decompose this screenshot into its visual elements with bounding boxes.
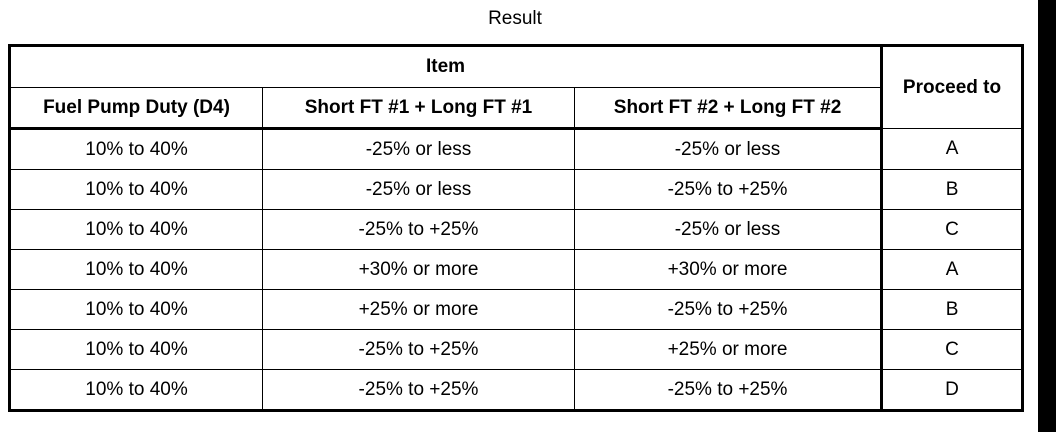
ft2-cell: -25% to +25% bbox=[573, 369, 883, 411]
table-row: 10% to 40% -25% or less -25% or less A bbox=[9, 128, 1024, 170]
table-row: 10% to 40% -25% to +25% -25% to +25% D bbox=[9, 369, 1024, 411]
fuel-pump-duty-cell: 10% to 40% bbox=[9, 369, 263, 411]
proceed-to-cell: B bbox=[880, 169, 1024, 210]
table-row: 10% to 40% -25% to +25% +25% or more C bbox=[9, 329, 1024, 370]
fuel-pump-duty-cell: 10% to 40% bbox=[9, 329, 263, 370]
header-row-columns: Fuel Pump Duty (D4) Short FT #1 + Long F… bbox=[9, 87, 1023, 130]
item-group-header: Item bbox=[8, 45, 883, 88]
table-row: 10% to 40% -25% to +25% -25% or less C bbox=[9, 209, 1024, 250]
ft1-cell: +30% or more bbox=[262, 249, 575, 290]
short-long-ft2-header: Short FT #2 + Long FT #2 bbox=[573, 87, 883, 130]
ft1-cell: -25% to +25% bbox=[262, 209, 575, 250]
ft2-cell: +30% or more bbox=[573, 249, 883, 290]
ft2-cell: -25% or less bbox=[573, 209, 883, 250]
table-row: 10% to 40% +30% or more +30% or more A bbox=[9, 249, 1024, 290]
proceed-to-cell: A bbox=[880, 249, 1024, 290]
proceed-to-cell: B bbox=[880, 289, 1024, 330]
table-row: 10% to 40% +25% or more -25% to +25% B bbox=[9, 289, 1024, 330]
proceed-to-cell: C bbox=[880, 209, 1024, 250]
proceed-to-cell: C bbox=[880, 329, 1024, 370]
ft1-cell: -25% to +25% bbox=[262, 329, 575, 370]
header-row-group: Item Proceed to bbox=[8, 45, 1024, 129]
proceed-to-cell: A bbox=[880, 128, 1024, 170]
fuel-pump-duty-header: Fuel Pump Duty (D4) bbox=[9, 87, 263, 130]
fuel-pump-duty-cell: 10% to 40% bbox=[9, 289, 263, 330]
proceed-to-cell: D bbox=[880, 369, 1024, 411]
right-edge-bar bbox=[1038, 0, 1056, 432]
fuel-pump-duty-cell: 10% to 40% bbox=[9, 128, 263, 170]
ft2-cell: -25% or less bbox=[573, 128, 883, 170]
ft2-cell: -25% to +25% bbox=[573, 169, 883, 210]
fuel-pump-duty-cell: 10% to 40% bbox=[9, 209, 263, 250]
table-caption: Result bbox=[488, 8, 542, 29]
table-row: 10% to 40% -25% or less -25% to +25% B bbox=[9, 169, 1024, 210]
proceed-to-header: Proceed to bbox=[880, 45, 1024, 129]
result-table: Item Proceed to Fuel Pump Duty (D4) Shor… bbox=[8, 44, 1025, 412]
short-long-ft1-header: Short FT #1 + Long FT #1 bbox=[262, 87, 575, 130]
ft1-cell: +25% or more bbox=[262, 289, 575, 330]
ft1-cell: -25% or less bbox=[262, 169, 575, 210]
ft1-cell: -25% to +25% bbox=[262, 369, 575, 411]
ft1-cell: -25% or less bbox=[262, 128, 575, 170]
fuel-pump-duty-cell: 10% to 40% bbox=[9, 169, 263, 210]
ft2-cell: -25% to +25% bbox=[573, 289, 883, 330]
ft2-cell: +25% or more bbox=[573, 329, 883, 370]
fuel-pump-duty-cell: 10% to 40% bbox=[9, 249, 263, 290]
